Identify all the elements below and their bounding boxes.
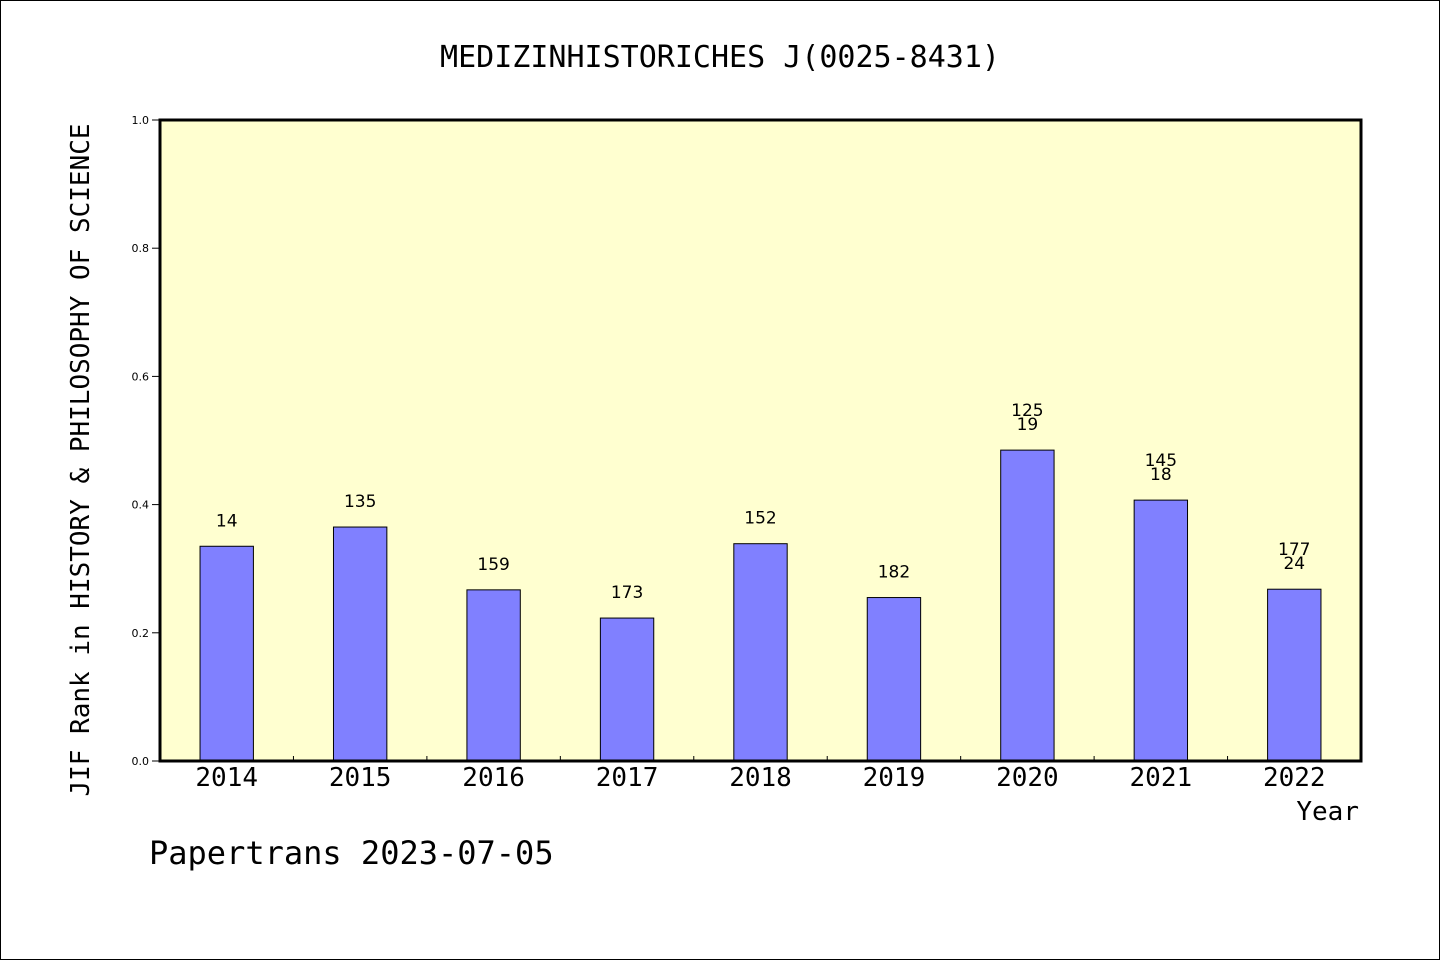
bar-2015 [332, 526, 388, 762]
y-tick-label: 0.4 [132, 499, 150, 512]
x-tick-label-2019: 2019 [863, 763, 926, 793]
bar-2016 [466, 589, 521, 762]
bar-label-2015: 135 [344, 492, 376, 512]
y-tick-label: 0.8 [132, 242, 150, 255]
x-tick-label-2020: 2020 [996, 763, 1059, 793]
bar-2021 [1133, 499, 1189, 762]
bar-2019 [866, 597, 922, 762]
x-tick-label-2018: 2018 [729, 763, 792, 793]
bar-label-2017: 173 [611, 583, 643, 603]
y-axis-label: JIF Rank in HISTORY & PHILOSOPHY OF SCIE… [66, 123, 96, 796]
x-axis-label: Year [1296, 797, 1359, 827]
bar-label-2022-1: 177 [1278, 540, 1310, 560]
bar-label-2014: 14 [216, 511, 238, 531]
y-tick-label: 0.2 [132, 627, 150, 640]
chart-title: MEDIZINHISTORICHES J(0025-8431) [440, 40, 1000, 75]
x-tick-label-2015: 2015 [329, 763, 392, 793]
bar-label-2021-1: 145 [1145, 451, 1177, 471]
bar-label-2020-2: 19 [1017, 415, 1039, 435]
bar-label-2018: 152 [744, 509, 776, 529]
bar-label-2020-1: 125 [1011, 401, 1043, 421]
bar-2014 [199, 545, 254, 762]
y-tick-label: 0.0 [132, 755, 150, 768]
x-tick-label-2014: 2014 [195, 763, 258, 793]
x-tick-label-2022: 2022 [1263, 763, 1326, 793]
y-axis-ticks: 0.0 0.2 0.4 0.6 0.8 1.0 [132, 114, 160, 768]
bar-2022 [1267, 588, 1322, 762]
plot-border [158, 118, 1363, 763]
bar-label-2022-2: 24 [1283, 554, 1305, 574]
x-axis-ticks: 2014 2015 2016 2017 2018 2019 2020 2021 2022 [195, 756, 1326, 793]
x-tick-label-2016: 2016 [462, 763, 525, 793]
bar-label-2016: 159 [477, 555, 509, 575]
x-tick-label-2021: 2021 [1130, 763, 1193, 793]
bars [199, 449, 1322, 762]
bar-2017 [599, 617, 655, 762]
footer-text: Papertrans 2023-07-05 [149, 834, 554, 872]
bar-2018 [733, 543, 788, 762]
y-tick-label: 0.6 [132, 370, 150, 383]
bar-label-2019: 182 [878, 563, 910, 583]
y-tick-label: 1.0 [132, 114, 150, 127]
bar-label-2021-2: 18 [1150, 465, 1172, 485]
x-tick-label-2017: 2017 [596, 763, 659, 793]
bar-2020 [1000, 449, 1055, 762]
